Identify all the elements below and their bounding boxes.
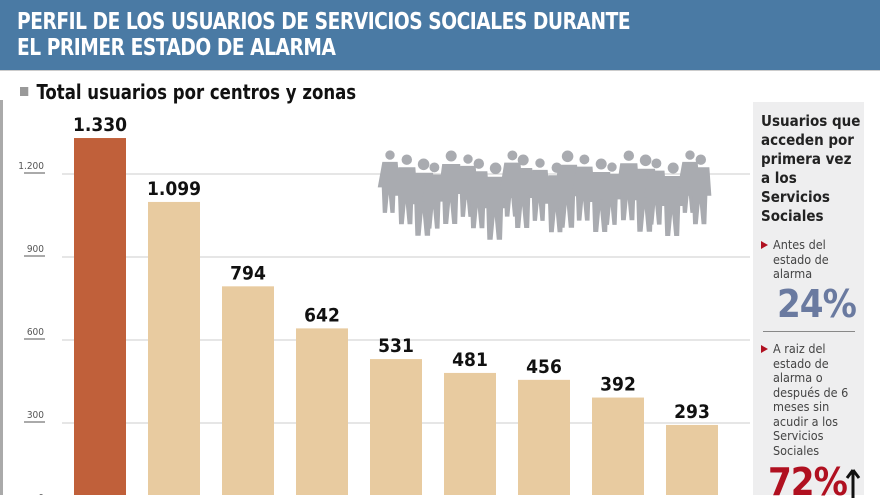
people-silhouettes-icon <box>377 150 712 240</box>
item1-value: 24% <box>777 282 857 326</box>
header: PERFIL DE LOS USUARIOS DE SERVICIOS SOCI… <box>0 0 880 71</box>
item2-text: A raiz del estado de alarma o después de… <box>761 341 861 458</box>
bar <box>148 201 200 495</box>
bar <box>370 359 422 495</box>
bar <box>666 424 718 495</box>
title-line-1: PERFIL DE LOS USUARIOS DE SERVICIOS SOCI… <box>17 9 631 35</box>
divider <box>763 331 855 332</box>
bar-value-label: 481 <box>452 349 488 371</box>
y-tick-label: 0 <box>38 493 44 495</box>
bar-value-label: 1.099 <box>147 178 201 200</box>
item2-value: 72% <box>768 460 848 504</box>
bar-value-label: 531 <box>378 335 414 357</box>
title-line-2: EL PRIMER ESTADO DE ALARMA <box>17 35 336 61</box>
y-tick-label: 900 <box>27 244 44 255</box>
y-tick-label: 1.200 <box>18 161 44 172</box>
bar-value-label: 642 <box>304 304 340 326</box>
chart-title-text: Total usuarios por centros y zonas <box>36 80 357 104</box>
bar <box>592 397 644 495</box>
item1-text: Antes del estado de alarma <box>761 237 851 282</box>
bar-value-label: 1.330 <box>73 114 127 136</box>
chart-title: Total usuarios por centros y zonas <box>20 80 356 104</box>
bar <box>444 372 496 495</box>
sidebar-panel: Usuarios que acceden por primera vez a l… <box>753 102 864 504</box>
bar-value-label: 392 <box>600 374 636 396</box>
sidebar-title: Usuarios que acceden por primera vez a l… <box>761 112 861 225</box>
bar-value-label: 794 <box>230 262 266 284</box>
y-tick-label: 600 <box>27 327 44 338</box>
bar <box>296 328 348 495</box>
bullet-square-icon <box>20 87 29 96</box>
bar <box>222 286 274 495</box>
bar-chart: 0 300 600 900 1.200 1.330 1.099 794 642 531 481 45… <box>18 114 750 495</box>
bar <box>74 138 126 495</box>
y-tick-label: 300 <box>27 410 44 421</box>
bar-value-label: 456 <box>526 356 562 378</box>
bar-value-label: 293 <box>674 401 710 423</box>
bar <box>518 379 570 495</box>
left-border <box>0 100 3 495</box>
arrow-up-icon <box>845 469 861 498</box>
